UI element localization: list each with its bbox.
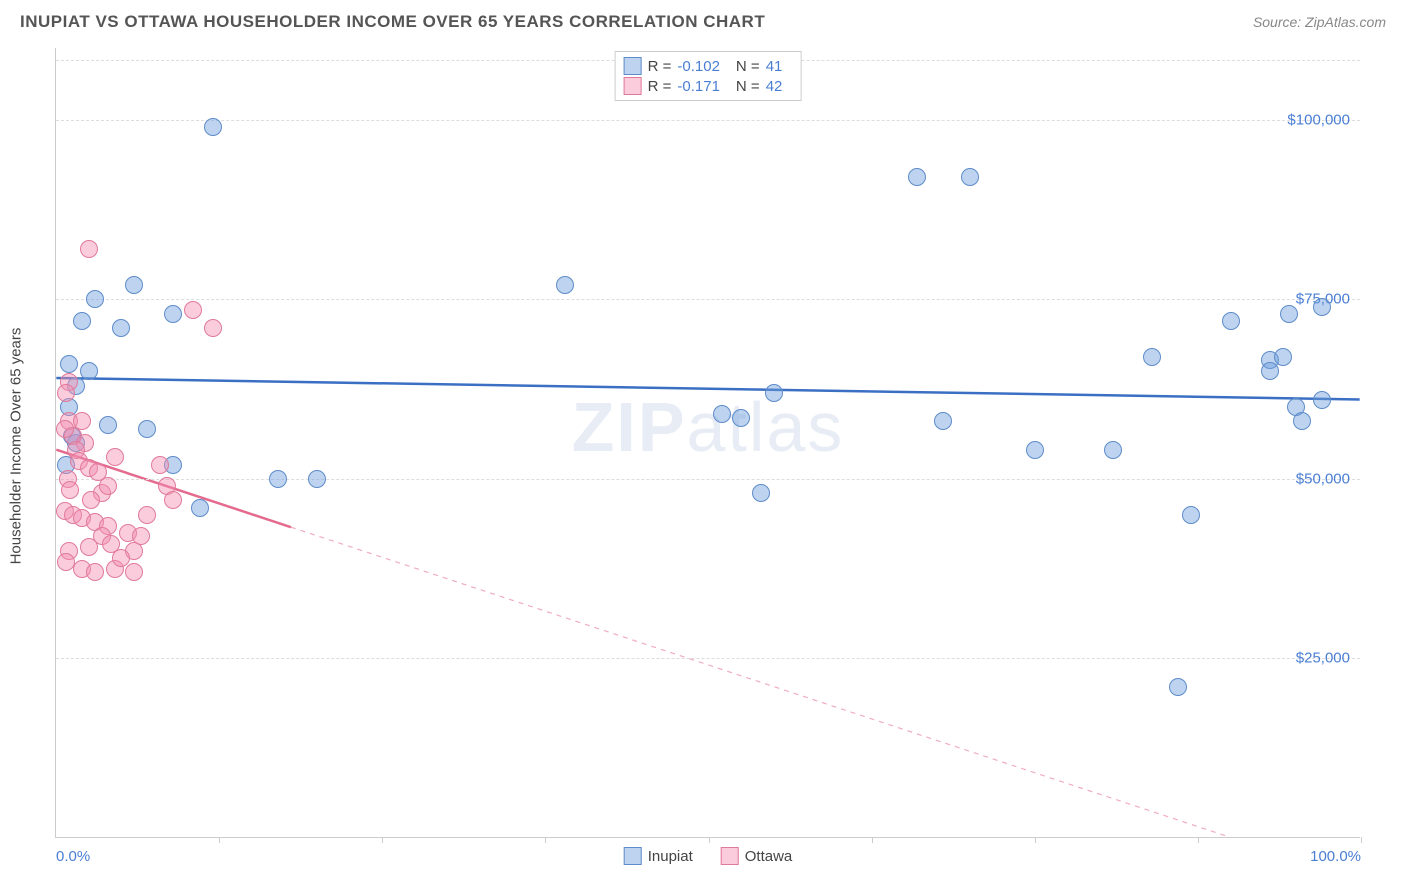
xtick-mark [1035, 837, 1036, 843]
gridline [56, 120, 1360, 121]
data-point-ottawa [164, 491, 182, 509]
xtick-mark [1361, 837, 1362, 843]
data-point-ottawa [204, 319, 222, 337]
xtick-mark [382, 837, 383, 843]
data-point-inupiat [1261, 362, 1279, 380]
data-point-inupiat [80, 362, 98, 380]
data-point-inupiat [1026, 441, 1044, 459]
xtick-mark [872, 837, 873, 843]
gridline [56, 479, 1360, 480]
data-point-ottawa [138, 506, 156, 524]
chart-container: INUPIAT VS OTTAWA HOUSEHOLDER INCOME OVE… [0, 0, 1406, 892]
data-point-ottawa [99, 477, 117, 495]
legend-item-ottawa: Ottawa [721, 847, 793, 865]
data-point-ottawa [86, 563, 104, 581]
ytick-label: $25,000 [1296, 650, 1350, 667]
data-point-inupiat [138, 420, 156, 438]
trend-line-inupiat [56, 378, 1359, 400]
data-point-ottawa [80, 240, 98, 258]
data-point-inupiat [1143, 348, 1161, 366]
chart-area: ZIPatlas R = -0.102 N = 41 R = -0.171 N … [55, 48, 1360, 838]
data-point-ottawa [132, 527, 150, 545]
data-point-inupiat [765, 384, 783, 402]
xtick-mark [709, 837, 710, 843]
data-point-inupiat [164, 305, 182, 323]
xtick-label: 0.0% [56, 848, 90, 865]
data-point-inupiat [191, 499, 209, 517]
legend-correlation: R = -0.102 N = 41 R = -0.171 N = 42 [615, 51, 802, 101]
data-point-inupiat [752, 484, 770, 502]
trend-extrapolation-ottawa [291, 527, 1229, 837]
data-point-ottawa [82, 491, 100, 509]
data-point-inupiat [1104, 441, 1122, 459]
data-point-ottawa [151, 456, 169, 474]
data-point-ottawa [80, 538, 98, 556]
ytick-label: $100,000 [1287, 111, 1350, 128]
data-point-inupiat [125, 276, 143, 294]
data-point-ottawa [106, 448, 124, 466]
data-point-inupiat [269, 470, 287, 488]
xtick-mark [1198, 837, 1199, 843]
legend-series: Inupiat Ottawa [624, 847, 793, 865]
data-point-inupiat [1169, 678, 1187, 696]
y-axis-label: Householder Income Over 65 years [8, 328, 25, 565]
data-point-ottawa [125, 563, 143, 581]
swatch-ottawa [624, 77, 642, 95]
legend-item-inupiat: Inupiat [624, 847, 693, 865]
swatch-inupiat [624, 57, 642, 75]
data-point-inupiat [1222, 312, 1240, 330]
data-point-ottawa [61, 481, 79, 499]
data-point-inupiat [204, 118, 222, 136]
data-point-inupiat [73, 312, 91, 330]
data-point-ottawa [184, 301, 202, 319]
data-point-inupiat [60, 355, 78, 373]
data-point-inupiat [1182, 506, 1200, 524]
data-point-inupiat [908, 168, 926, 186]
data-point-inupiat [556, 276, 574, 294]
data-point-inupiat [961, 168, 979, 186]
data-point-inupiat [732, 409, 750, 427]
data-point-inupiat [99, 416, 117, 434]
data-point-ottawa [112, 549, 130, 567]
data-point-inupiat [86, 290, 104, 308]
legend-row-ottawa: R = -0.171 N = 42 [624, 76, 793, 96]
xtick-mark [219, 837, 220, 843]
data-point-inupiat [112, 319, 130, 337]
watermark: ZIPatlas [572, 387, 845, 467]
chart-title: INUPIAT VS OTTAWA HOUSEHOLDER INCOME OVE… [20, 12, 765, 32]
data-point-inupiat [308, 470, 326, 488]
gridline [56, 658, 1360, 659]
data-point-inupiat [1274, 348, 1292, 366]
xtick-mark [545, 837, 546, 843]
xtick-label: 100.0% [1310, 848, 1361, 865]
data-point-inupiat [1293, 412, 1311, 430]
data-point-inupiat [934, 412, 952, 430]
swatch-inupiat [624, 847, 642, 865]
data-point-ottawa [57, 384, 75, 402]
trend-lines [56, 48, 1360, 837]
legend-row-inupiat: R = -0.102 N = 41 [624, 56, 793, 76]
swatch-ottawa [721, 847, 739, 865]
data-point-ottawa [56, 420, 74, 438]
ytick-label: $50,000 [1296, 470, 1350, 487]
source-label: Source: ZipAtlas.com [1253, 14, 1386, 30]
title-bar: INUPIAT VS OTTAWA HOUSEHOLDER INCOME OVE… [0, 0, 1406, 40]
data-point-inupiat [1280, 305, 1298, 323]
data-point-inupiat [713, 405, 731, 423]
data-point-inupiat [1313, 298, 1331, 316]
gridline [56, 299, 1360, 300]
data-point-inupiat [1313, 391, 1331, 409]
